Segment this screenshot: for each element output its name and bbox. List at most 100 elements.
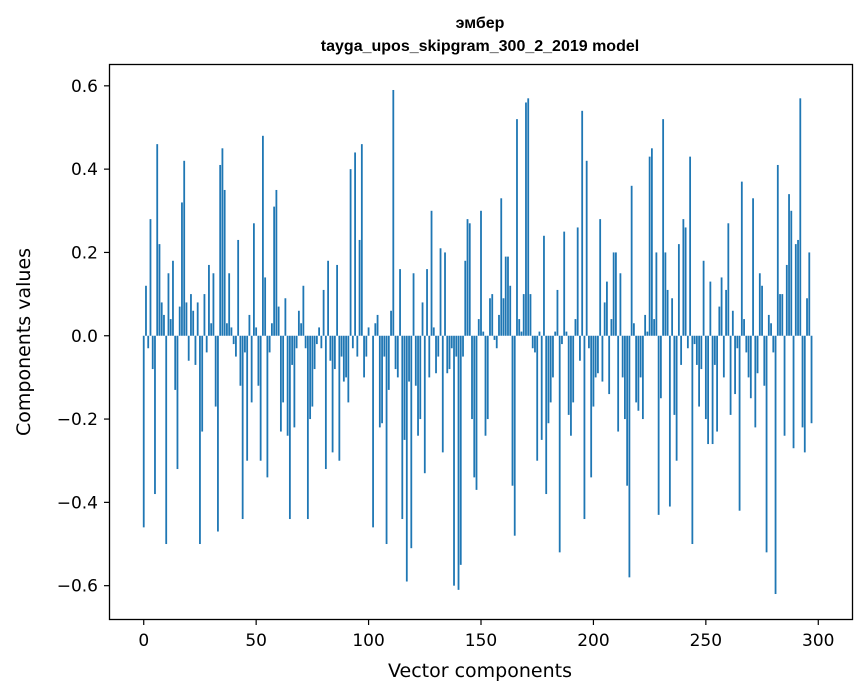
bar [322, 289, 325, 336]
bar [763, 335, 766, 386]
bar [419, 335, 422, 420]
bar [785, 264, 788, 336]
bar [417, 335, 419, 436]
bar [776, 164, 779, 336]
bar [208, 264, 210, 336]
bar [293, 335, 296, 428]
bar [783, 335, 786, 436]
bar [383, 335, 386, 357]
bar [653, 319, 656, 336]
bar [671, 298, 674, 336]
bar [482, 331, 485, 336]
bar [803, 335, 806, 453]
x-tick-label: 50 [245, 631, 267, 651]
bar [264, 277, 267, 336]
bar [635, 335, 638, 403]
bar [677, 244, 680, 336]
bar [799, 98, 802, 336]
bar [237, 239, 240, 336]
bar [779, 294, 781, 336]
bar [444, 252, 446, 336]
bar [297, 310, 300, 336]
bar [246, 335, 249, 461]
bar [408, 335, 410, 382]
bar [313, 335, 316, 370]
bar [624, 335, 626, 420]
bar [453, 335, 455, 586]
bar [196, 302, 199, 336]
bar [666, 289, 669, 336]
bar [641, 335, 644, 420]
bar [626, 335, 629, 486]
bar [169, 319, 172, 336]
bar [327, 260, 329, 336]
bar [181, 202, 183, 336]
bars-group [142, 89, 813, 595]
bar [806, 298, 808, 336]
bar [151, 335, 154, 370]
bar [154, 335, 156, 495]
bar [500, 198, 503, 336]
bar [558, 335, 561, 553]
bar [390, 310, 392, 336]
x-tick-label: 250 [690, 631, 722, 651]
bar [149, 219, 152, 336]
bar [547, 335, 550, 424]
bar [716, 335, 718, 432]
bar [585, 160, 588, 336]
bar [342, 335, 345, 382]
bar [430, 210, 433, 336]
bar [673, 335, 676, 415]
bar [466, 219, 469, 336]
bar [288, 335, 291, 520]
bar [659, 335, 662, 399]
bar [428, 335, 431, 378]
bar [801, 335, 804, 428]
bar [698, 335, 700, 407]
bar [178, 306, 181, 336]
bar [601, 335, 604, 382]
bar [212, 273, 215, 336]
bar [504, 256, 507, 336]
bar [376, 314, 379, 336]
bar [682, 219, 685, 336]
bar [187, 335, 190, 361]
bar [612, 252, 615, 336]
bar [738, 335, 741, 511]
bar [309, 335, 312, 420]
bar [765, 335, 768, 553]
bar [588, 335, 590, 349]
bar [446, 335, 449, 374]
bar [378, 335, 381, 428]
bar [489, 298, 491, 336]
bar [306, 335, 309, 520]
bar [630, 185, 633, 336]
bar [221, 148, 224, 336]
bar [761, 285, 763, 336]
bar [767, 314, 770, 336]
bar [722, 335, 725, 378]
bar [351, 335, 354, 349]
bar [525, 102, 527, 336]
bar [597, 335, 599, 374]
bar [516, 119, 518, 336]
bar [740, 181, 743, 336]
bar [394, 335, 397, 370]
bar [531, 335, 534, 349]
bar [686, 335, 689, 349]
bar [561, 335, 563, 345]
bar [360, 144, 363, 336]
bar [142, 335, 145, 528]
bar [192, 310, 195, 336]
bar [336, 264, 338, 336]
bar [473, 335, 476, 478]
bar [448, 335, 451, 370]
y-tick-label: −0.2 [57, 410, 98, 430]
bar [318, 327, 321, 336]
bar [594, 335, 597, 378]
bar [774, 335, 777, 595]
bar [156, 144, 159, 336]
bar [491, 294, 494, 336]
bar [772, 335, 775, 353]
